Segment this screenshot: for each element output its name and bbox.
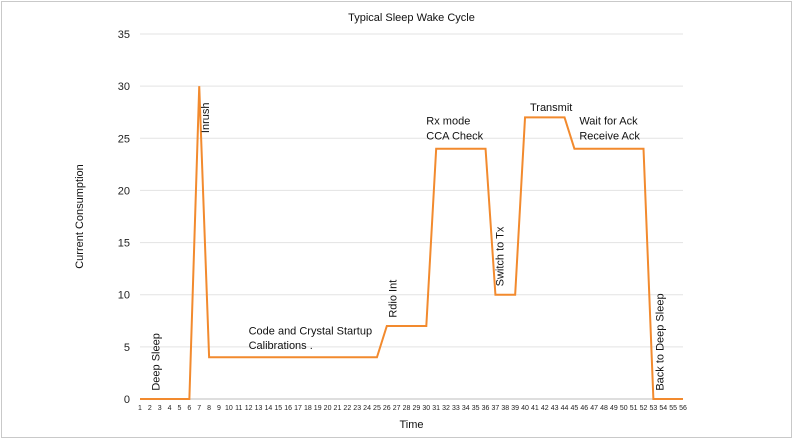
annotation-label: Switch to Tx bbox=[494, 226, 506, 286]
x-tick-label: 43 bbox=[551, 405, 559, 412]
x-tick-label: 19 bbox=[314, 405, 322, 412]
x-tick-label: 48 bbox=[600, 405, 608, 412]
x-tick-label: 39 bbox=[511, 405, 519, 412]
x-tick-label: 8 bbox=[207, 405, 211, 412]
y-tick-label: 35 bbox=[118, 29, 130, 41]
y-tick-label: 30 bbox=[118, 81, 130, 93]
grid-lines bbox=[140, 33, 683, 400]
annotation-label: Inrush bbox=[200, 102, 212, 133]
x-tick-label: 55 bbox=[669, 405, 677, 412]
y-tick-label: 20 bbox=[118, 185, 130, 197]
x-tick-label: 5 bbox=[178, 405, 182, 412]
x-tick-label: 4 bbox=[168, 405, 172, 412]
annotation-label: Calibrations . bbox=[249, 340, 313, 352]
x-tick-label: 47 bbox=[590, 405, 598, 412]
annotation-label: Back to Deep Sleep bbox=[654, 293, 666, 390]
x-tick-label: 21 bbox=[334, 405, 342, 412]
x-tick-label: 10 bbox=[225, 405, 233, 412]
x-tick-label: 54 bbox=[659, 405, 667, 412]
x-tick-label: 17 bbox=[294, 405, 302, 412]
x-tick-label: 11 bbox=[235, 405, 242, 412]
x-tick-label: 9 bbox=[217, 405, 221, 412]
x-tick-label: 44 bbox=[561, 405, 569, 412]
annotation-label: Rx mode bbox=[426, 116, 470, 128]
x-tick-label: 14 bbox=[264, 405, 272, 412]
x-tick-label: 37 bbox=[492, 405, 500, 412]
x-tick-label: 7 bbox=[197, 405, 201, 412]
y-tick-label: 25 bbox=[118, 133, 130, 145]
x-tick-label: 51 bbox=[630, 405, 638, 412]
annotation-label: Rdio Int bbox=[388, 280, 400, 318]
x-tick-label: 45 bbox=[571, 405, 579, 412]
x-tick-label: 53 bbox=[649, 405, 657, 412]
x-tick-label: 13 bbox=[255, 405, 263, 412]
x-tick-label: 52 bbox=[640, 405, 648, 412]
x-tick-label: 32 bbox=[442, 405, 450, 412]
x-tick-label: 40 bbox=[521, 405, 529, 412]
x-tick-label: 3 bbox=[158, 405, 162, 412]
x-axis-ticks: 1 2 3 4 5 6 7 8 9 10 11 12 13 14 15 16 17 18 19 20 21 22 23 24 2… bbox=[138, 405, 687, 412]
y-tick-label: 10 bbox=[118, 290, 130, 302]
y-tick-label: 0 bbox=[124, 394, 130, 406]
y-axis-ticks: 0 5 10 15 20 25 30 35 bbox=[118, 29, 130, 406]
x-axis-label: Time bbox=[399, 419, 423, 431]
annotation-label: Transmit bbox=[530, 102, 572, 114]
x-tick-label: 42 bbox=[541, 405, 549, 412]
x-tick-label: 49 bbox=[610, 405, 618, 412]
x-tick-label: 25 bbox=[373, 405, 381, 412]
x-tick-label: 24 bbox=[363, 405, 371, 412]
x-tick-label: 31 bbox=[432, 405, 440, 412]
x-tick-label: 35 bbox=[472, 405, 480, 412]
x-tick-label: 28 bbox=[403, 405, 411, 412]
x-tick-label: 30 bbox=[422, 405, 430, 412]
annotation-label: Receive Ack bbox=[579, 130, 640, 142]
chart-title: Typical Sleep Wake Cycle bbox=[348, 12, 475, 24]
x-tick-label: 23 bbox=[353, 405, 361, 412]
x-tick-label: 56 bbox=[679, 405, 687, 412]
x-tick-label: 34 bbox=[462, 405, 470, 412]
x-tick-label: 29 bbox=[413, 405, 421, 412]
x-tick-label: 36 bbox=[482, 405, 490, 412]
series-lines bbox=[140, 86, 683, 400]
x-tick-label: 6 bbox=[187, 405, 191, 412]
annotation-label: Code and Crystal Startup bbox=[249, 325, 373, 337]
x-tick-label: 22 bbox=[343, 405, 351, 412]
x-tick-label: 41 bbox=[531, 405, 539, 412]
x-tick-label: 46 bbox=[580, 405, 588, 412]
x-tick-label: 15 bbox=[274, 405, 282, 412]
x-tick-label: 2 bbox=[148, 405, 152, 412]
x-tick-label: 1 bbox=[138, 405, 142, 412]
x-tick-label: 38 bbox=[501, 405, 509, 412]
x-tick-label: 26 bbox=[383, 405, 391, 412]
y-tick-label: 15 bbox=[118, 238, 130, 250]
y-tick-label: 5 bbox=[124, 342, 130, 354]
x-tick-label: 18 bbox=[304, 405, 312, 412]
annotations: Deep Sleep Inrush Code and Crystal Startup… bbox=[151, 102, 667, 390]
annotation-label: Wait for Ack bbox=[579, 116, 638, 128]
annotation-label: CCA Check bbox=[426, 130, 483, 142]
annotation-label: Deep Sleep bbox=[151, 333, 163, 391]
x-tick-label: 16 bbox=[284, 405, 292, 412]
y-axis-label: Current Consumption bbox=[74, 164, 86, 269]
x-tick-label: 20 bbox=[324, 405, 332, 412]
series-line bbox=[140, 86, 683, 400]
x-tick-label: 12 bbox=[245, 405, 253, 412]
x-tick-label: 33 bbox=[452, 405, 460, 412]
x-tick-label: 27 bbox=[393, 405, 401, 412]
x-tick-label: 50 bbox=[620, 405, 628, 412]
